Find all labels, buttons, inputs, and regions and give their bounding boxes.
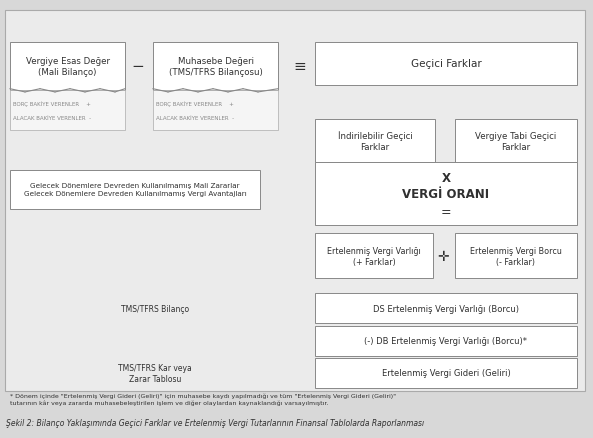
- Text: Ertelenmiş Vergi Gideri (Geliri): Ertelenmiş Vergi Gideri (Geliri): [382, 368, 511, 378]
- Bar: [315, 234, 433, 279]
- Text: −: −: [132, 59, 144, 74]
- Text: Şekil 2: Bilanço Yaklaşımında Geçici Farklar ve Ertelenmiş Vergi Tutarlarının Fi: Şekil 2: Bilanço Yaklaşımında Geçici Far…: [6, 418, 424, 427]
- Bar: [10, 170, 260, 209]
- Bar: [153, 91, 278, 131]
- Text: (-) DB Ertelenmiş Vergi Varlığı (Borcu)*: (-) DB Ertelenmiş Vergi Varlığı (Borcu)*: [365, 336, 528, 346]
- Text: ≡: ≡: [294, 59, 307, 74]
- Bar: [153, 43, 278, 91]
- Text: TMS/TFRS Bilanço: TMS/TFRS Bilanço: [121, 304, 189, 314]
- Bar: [315, 120, 435, 163]
- Text: DS Ertelenmiş Vergi Varlığı (Borcu): DS Ertelenmiş Vergi Varlığı (Borcu): [373, 304, 519, 313]
- Text: ALACAK BAKİYE VERENLER  -: ALACAK BAKİYE VERENLER -: [156, 116, 234, 120]
- Bar: [315, 294, 577, 324]
- Bar: [315, 163, 577, 225]
- Bar: [455, 234, 577, 279]
- Bar: [10, 43, 125, 91]
- Text: VERGİ ORANI: VERGİ ORANI: [403, 187, 490, 201]
- Text: =: =: [441, 206, 451, 219]
- Text: X: X: [442, 171, 451, 184]
- Text: Ertelenmiş Vergi Varlığı
(+ Farklar): Ertelenmiş Vergi Varlığı (+ Farklar): [327, 246, 421, 266]
- Bar: [10, 91, 125, 131]
- Text: Gelecek Dönemlere Devreden Kullanılmamış Mali Zararlar
Gelecek Dönemlere Devrede: Gelecek Dönemlere Devreden Kullanılmamış…: [24, 183, 246, 197]
- Text: Ertelenmiş Vergi Borcu
(- Farklar): Ertelenmiş Vergi Borcu (- Farklar): [470, 246, 562, 266]
- Bar: [315, 358, 577, 388]
- Text: Vergiye Tabi Geçici
Farklar: Vergiye Tabi Geçici Farklar: [476, 131, 557, 152]
- Text: * Dönem içinde "Ertelenmiş Vergi Gideri (Geliri)" için muhasebe kaydı yapılmadığ: * Dönem içinde "Ertelenmiş Vergi Gideri …: [10, 392, 396, 405]
- Text: Vergiye Esas Değer
(Mali Bilanço): Vergiye Esas Değer (Mali Bilanço): [25, 57, 110, 77]
- Text: Geçici Farklar: Geçici Farklar: [410, 59, 482, 69]
- Bar: [455, 120, 577, 163]
- Text: Muhasebe Değeri
(TMS/TFRS Bilançosu): Muhasebe Değeri (TMS/TFRS Bilançosu): [168, 57, 262, 77]
- Bar: [315, 43, 577, 86]
- Text: İndirilebilir Geçici
Farklar: İndirilebilir Geçici Farklar: [337, 131, 412, 152]
- Text: TMS/TFRS Kar veya
Zarar Tablosu: TMS/TFRS Kar veya Zarar Tablosu: [118, 364, 192, 383]
- Text: BORÇ BAKİYE VERENLER    +: BORÇ BAKİYE VERENLER +: [156, 101, 234, 107]
- Text: BORÇ BAKİYE VERENLER    +: BORÇ BAKİYE VERENLER +: [13, 101, 91, 107]
- Text: ALACAK BAKİYE VERENLER  -: ALACAK BAKİYE VERENLER -: [13, 116, 91, 120]
- Bar: [315, 326, 577, 356]
- Text: ✛: ✛: [437, 249, 449, 263]
